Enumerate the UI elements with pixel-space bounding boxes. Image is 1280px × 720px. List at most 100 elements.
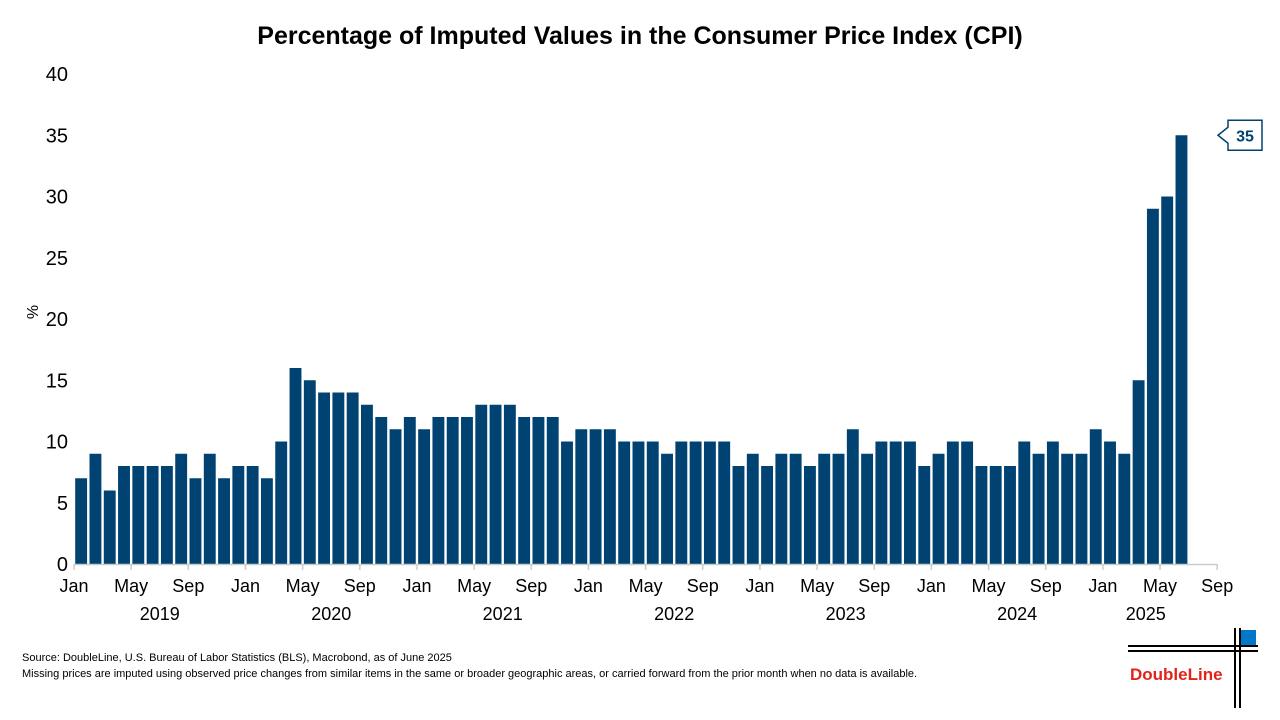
bar xyxy=(589,429,602,564)
bar xyxy=(732,466,745,564)
bar xyxy=(975,466,988,564)
bar xyxy=(1018,441,1031,564)
bar xyxy=(332,392,345,564)
bar xyxy=(1175,135,1188,564)
y-tick-label: 25 xyxy=(46,248,68,270)
methodology-note: Missing prices are imputed using observe… xyxy=(22,668,918,680)
bar xyxy=(946,441,959,564)
bar xyxy=(218,478,230,564)
bar xyxy=(175,453,188,564)
bar xyxy=(932,453,945,564)
bar xyxy=(632,441,645,564)
x-tick-label: May xyxy=(629,576,663,596)
bar xyxy=(361,404,373,564)
x-year-label: 2025 xyxy=(1126,604,1166,624)
bar xyxy=(1118,453,1131,564)
bar xyxy=(260,478,273,564)
bar xyxy=(661,453,673,564)
bar xyxy=(160,466,173,564)
x-tick-label: Jan xyxy=(1088,576,1117,596)
bar xyxy=(618,441,631,564)
bar xyxy=(1161,196,1174,564)
bar xyxy=(375,417,388,564)
x-year-label: 2021 xyxy=(483,604,523,624)
bar xyxy=(475,404,488,564)
bar xyxy=(689,441,702,564)
bar xyxy=(389,429,402,564)
x-tick-label: Sep xyxy=(1201,576,1233,596)
x-tick-label: May xyxy=(457,576,491,596)
bar xyxy=(1146,208,1159,564)
bar xyxy=(132,466,145,564)
bar xyxy=(118,466,130,564)
bar xyxy=(146,466,159,564)
bar xyxy=(275,441,288,564)
x-tick-label: Sep xyxy=(515,576,547,596)
bar xyxy=(1104,441,1116,564)
bar xyxy=(703,441,716,564)
bar xyxy=(1004,466,1016,564)
y-tick-label: 15 xyxy=(46,370,68,392)
bar xyxy=(889,441,902,564)
logo-square xyxy=(1240,630,1256,646)
bar xyxy=(561,441,573,564)
bar xyxy=(318,392,331,564)
bar xyxy=(918,466,931,564)
bar xyxy=(1089,429,1102,564)
bar xyxy=(789,453,802,564)
x-tick-label: Sep xyxy=(1030,576,1062,596)
bar xyxy=(232,466,245,564)
bar xyxy=(904,441,916,564)
bar xyxy=(818,453,831,564)
bar xyxy=(646,441,659,564)
x-tick-label: Sep xyxy=(172,576,204,596)
y-tick-label: 5 xyxy=(57,493,68,515)
x-tick-label: Jan xyxy=(231,576,260,596)
bar xyxy=(961,441,974,564)
bar xyxy=(718,441,731,564)
x-tick-label: Sep xyxy=(687,576,719,596)
x-tick-label: May xyxy=(286,576,320,596)
y-tick-label: 35 xyxy=(46,125,68,147)
bar xyxy=(775,453,788,564)
y-tick-label: 40 xyxy=(46,64,68,86)
bar xyxy=(75,478,88,564)
y-tick-label: 10 xyxy=(46,432,68,454)
bar xyxy=(846,429,859,564)
bar xyxy=(103,490,116,564)
x-tick-label: Jan xyxy=(59,576,88,596)
bar xyxy=(489,404,502,564)
bar xyxy=(675,441,688,564)
x-year-label: 2022 xyxy=(654,604,694,624)
x-tick-label: May xyxy=(972,576,1006,596)
x-tick-label: Jan xyxy=(917,576,946,596)
x-tick-label: Jan xyxy=(402,576,431,596)
last-value-label: 35 xyxy=(1236,128,1254,145)
bar xyxy=(518,417,531,564)
x-year-label: 2019 xyxy=(140,604,180,624)
bar xyxy=(761,466,774,564)
bar xyxy=(746,453,759,564)
bar xyxy=(1032,453,1045,564)
x-tick-label: Sep xyxy=(344,576,376,596)
x-year-label: 2024 xyxy=(997,604,1037,624)
last-value-callout xyxy=(1216,119,1263,151)
bar xyxy=(546,417,559,564)
x-year-label: 2020 xyxy=(311,604,351,624)
bar xyxy=(503,404,516,564)
bar xyxy=(446,417,459,564)
logo-text: DoubleLine xyxy=(1130,665,1223,684)
bar xyxy=(418,429,431,564)
bar xyxy=(875,441,888,564)
bar xyxy=(346,392,359,564)
y-axis-label: % xyxy=(25,305,42,319)
bar xyxy=(861,453,874,564)
y-tick-label: 20 xyxy=(46,309,68,331)
y-tick-label: 30 xyxy=(46,187,68,209)
bar xyxy=(832,453,845,564)
bar xyxy=(89,453,102,564)
y-tick-label: 0 xyxy=(57,554,68,576)
bar xyxy=(1075,453,1088,564)
bar xyxy=(532,417,545,564)
